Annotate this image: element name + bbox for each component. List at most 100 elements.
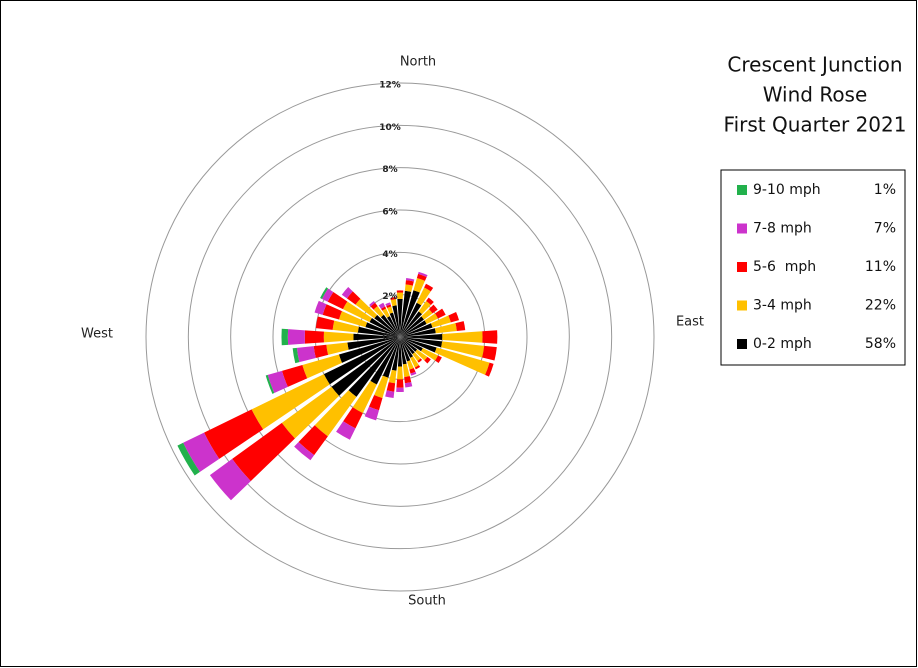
wedge-segment [430, 315, 451, 328]
wedge-segment [418, 271, 428, 278]
legend-total: 58% [865, 336, 896, 352]
wedge-segment [405, 280, 414, 286]
r-tick-label: 2% [382, 292, 397, 302]
legend-label: 9-10 mph [753, 182, 821, 198]
wedge-segment [332, 320, 359, 333]
wedge-segment [357, 326, 400, 337]
wedge-segment [353, 333, 400, 341]
wedge-segment [455, 321, 466, 332]
grid-ring [272, 209, 528, 465]
wedge-segment [302, 354, 342, 379]
wedge-segment [294, 442, 315, 461]
wedge-segment [392, 305, 400, 337]
wedge-segment [281, 328, 289, 346]
wedge-segment [426, 297, 434, 306]
wedge-segment [382, 308, 390, 318]
wedge-segment [292, 347, 300, 364]
wedge-segment [370, 337, 400, 385]
wedge-segment [418, 301, 431, 315]
legend-total: 11% [865, 259, 896, 275]
wedge-segment [400, 337, 423, 352]
wedge-segment [387, 306, 393, 314]
wedge-segment [378, 302, 386, 309]
legend-label: 0-2 mph [753, 336, 812, 352]
wedge-segment [402, 363, 410, 377]
wedge-segment [417, 358, 423, 363]
legend-total: 22% [865, 298, 896, 314]
wedge-segment [400, 337, 415, 355]
legend-swatch [737, 223, 747, 234]
wedge-segment [400, 290, 412, 337]
wedge-segment [369, 301, 376, 307]
wedge-segment [400, 337, 411, 362]
wedge-segment [397, 298, 403, 337]
wedge-segment [396, 292, 404, 299]
legend-label: 3-4 mph [753, 298, 812, 314]
wedge-segment [381, 306, 387, 311]
r-tick-label: 0% [382, 333, 397, 343]
wedge-segment [331, 337, 400, 396]
wedge-segment [313, 344, 329, 358]
wedge-segment [416, 287, 431, 306]
wedge-segment [342, 301, 372, 323]
wedge-segment [404, 376, 412, 384]
wedge-segment [343, 407, 363, 429]
wedge-segment [323, 337, 400, 385]
chart-title: Crescent Junction [727, 53, 902, 77]
wedge-segment [400, 316, 424, 337]
legend-swatch [737, 262, 747, 272]
wedge-segment [400, 320, 427, 337]
wedge-segment [424, 283, 434, 292]
legend-box [720, 169, 906, 366]
wedge-segment [314, 390, 357, 437]
wedge-segment [424, 313, 439, 325]
wedge-segment [396, 290, 404, 293]
wedge-segment [320, 287, 329, 299]
grid-ring [145, 82, 655, 592]
wedge-segment [442, 331, 483, 343]
wedge-segment [296, 346, 316, 363]
wedge-segment [400, 337, 437, 353]
wedge-segment [400, 337, 407, 365]
wedge-segment [414, 365, 421, 370]
wedge-segment [412, 352, 421, 361]
wedge-segment [338, 311, 368, 328]
legend-swatch [737, 300, 747, 311]
wedge-segment [287, 329, 305, 345]
wedge-segment [341, 287, 353, 299]
wedge-segment [400, 323, 433, 337]
wedge-segment [314, 300, 327, 315]
wedge-segment [482, 345, 497, 361]
wedge-segment [390, 299, 397, 307]
wedge-segment [424, 356, 431, 364]
wedge-segment [404, 284, 413, 292]
wedge-segment [386, 316, 400, 337]
wedge-segment [323, 331, 354, 343]
wedge-segment [315, 316, 335, 330]
legend: 9-10 mph 1% 7-8 mph 7% 5-6 mph 11% 3-4 mph 22% 0… [737, 182, 896, 352]
r-tick-label: 4% [382, 250, 397, 260]
wedge-segment [370, 302, 378, 310]
wedge-segment [400, 311, 423, 337]
wedge-segment [405, 278, 415, 282]
wedge-segment [369, 395, 383, 411]
wedge-segment [232, 422, 295, 482]
wedge-segment [204, 409, 264, 459]
wedge-segment [380, 314, 400, 337]
wedge-segment [389, 312, 400, 337]
wedge-segment [385, 390, 395, 399]
direction-label: West [81, 327, 113, 342]
wedge-segment [281, 386, 340, 439]
wedge-segment [304, 330, 324, 344]
wedge-segment [346, 291, 361, 305]
wedge-segment [265, 374, 275, 394]
wedge-segment [421, 309, 433, 320]
wedge-segment [352, 380, 377, 414]
wedge-segment [400, 328, 436, 337]
wedge-segment [374, 314, 400, 337]
wedge-segment [410, 356, 419, 368]
wedge-segment [338, 337, 400, 363]
legend-swatch [737, 185, 747, 195]
wedge-segment [321, 288, 334, 302]
chart-title: Wind Rose [763, 83, 868, 107]
